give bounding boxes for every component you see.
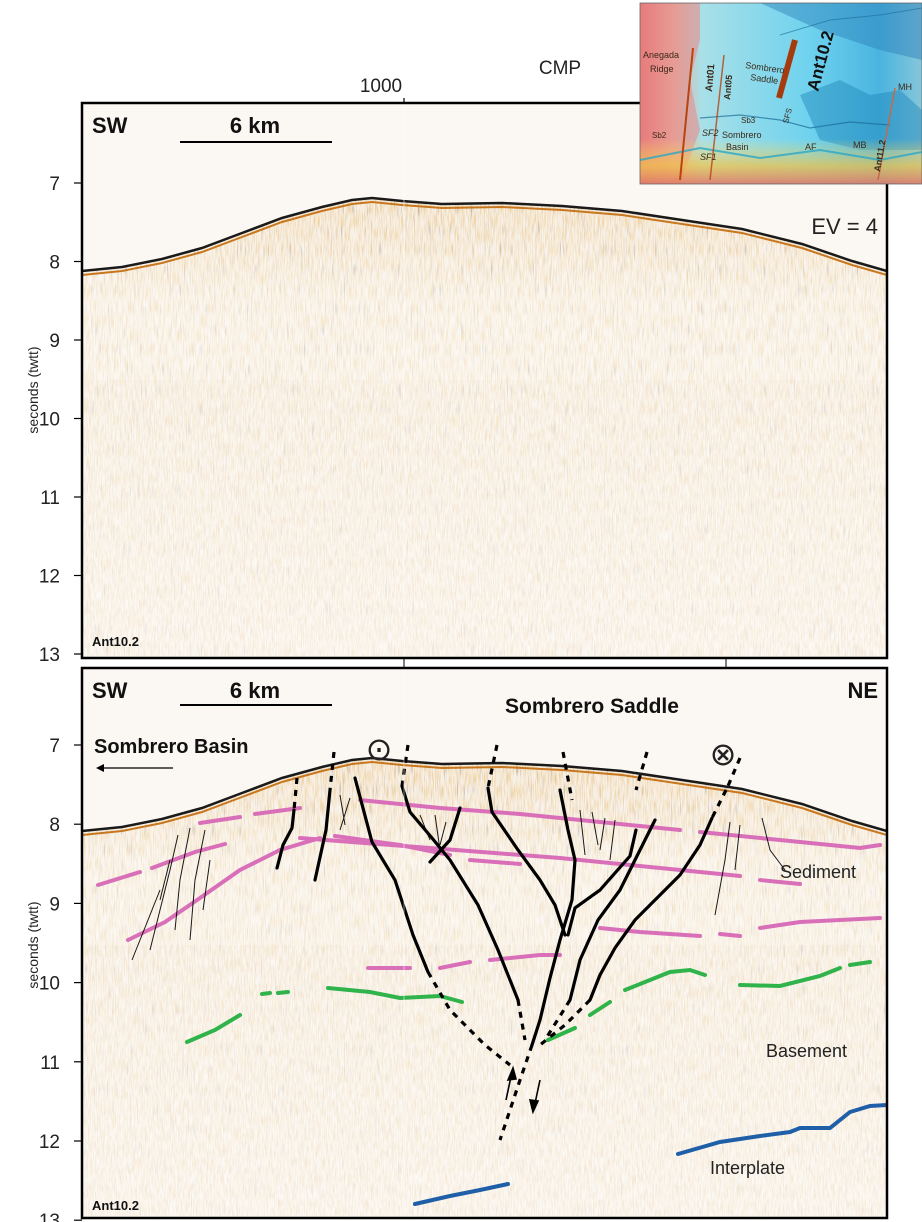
map-label-sb3: Sb3 (741, 116, 756, 125)
map-label-saddle: Saddle (750, 72, 779, 86)
y-tick-label: 13 (39, 645, 60, 666)
seafloor-reflector (82, 196, 887, 273)
y-tick-label: 7 (49, 174, 60, 195)
map-label-af: AF (805, 142, 817, 152)
map-line-ant102 (776, 39, 798, 99)
y-axis-label-top: seconds (twtt) (25, 346, 41, 433)
map-label-ridge: Ridge (650, 64, 674, 74)
interplate-label: Interplate (710, 1158, 785, 1178)
bottom-scale-label: 6 km (230, 678, 280, 703)
y-tick-label: 9 (49, 331, 60, 352)
shear-sense-arrows (505, 1065, 541, 1115)
map-label-mb: MB (853, 140, 867, 150)
top-scale-label: 6 km (230, 113, 280, 138)
cmp-axis-label: CMP (539, 58, 581, 79)
map-line-ant01 (679, 47, 694, 181)
bottom-sw-label: SW (92, 678, 128, 703)
ev-label: EV = 4 (811, 214, 878, 239)
bottom-panel-frame (80, 666, 889, 1220)
out-of-page-symbol: ⊙ (366, 731, 393, 767)
map-label-basin-1: Sombrero (722, 130, 762, 140)
sediment-horizons (96, 798, 882, 970)
y-tick-label: 12 (39, 1132, 60, 1153)
map-label-basin-2: Basin (726, 142, 749, 152)
map-line-ant05 (709, 54, 725, 181)
y-tick-label: 7 (49, 736, 60, 757)
y-tick-label: 10 (39, 974, 60, 995)
top-panel-frame (80, 101, 889, 660)
y-tick-label: 8 (49, 253, 60, 274)
y-tick-label: 9 (49, 894, 60, 915)
bottom-ne-label: NE (847, 678, 878, 703)
y-tick-label: 11 (40, 1053, 60, 1074)
y-tick-label: 10 (39, 410, 60, 431)
map-label-sfs: SFS (781, 107, 794, 124)
basement-horizon (185, 960, 872, 1044)
top-sw-label: SW (92, 113, 128, 138)
top-line-label: Ant10.2 (92, 634, 139, 649)
bottom-panel: SW NE 6 km Sombrero Saddle Sombrero Basi… (80, 658, 889, 1220)
map-label-ant01: Ant01 (704, 63, 717, 92)
y-tick-label: 11 (40, 488, 60, 509)
map-label-sf1: SF1 (700, 152, 717, 162)
y-tick-label: 8 (49, 815, 60, 836)
map-label-sb2: Sb2 (652, 131, 667, 140)
sediment-label: Sediment (780, 862, 856, 882)
map-label-mh: MH (898, 82, 912, 92)
map-line-ant112 (877, 87, 896, 181)
y-tick-label: 13 (39, 1211, 60, 1222)
into-page-symbol: ⊗ (710, 736, 737, 772)
map-label-anegada: Anegada (643, 50, 679, 60)
y-ticks-bottom: 7 8 9 10 11 12 13 (39, 736, 82, 1222)
basement-label: Basement (766, 1041, 847, 1061)
fault-lines-dashed (292, 744, 742, 1141)
bottom-line-label: Ant10.2 (92, 1198, 139, 1213)
fault-lines (275, 776, 714, 1047)
inset-map: Anegada Ridge Ant01 Ant05 Sombrero Saddl… (639, 2, 922, 185)
basin-arrowhead (96, 764, 104, 772)
map-label-ant05: Ant05 (722, 74, 734, 100)
y-axis-label-bottom: seconds (twtt) (25, 901, 41, 988)
top-panel: SW 6 km Ant10.2 EV = 4 (80, 101, 889, 660)
seafloor-reflector (82, 756, 887, 833)
y-ticks-top: 7 8 9 10 11 12 13 (39, 174, 82, 666)
y-tick-label: 12 (39, 567, 60, 588)
interplate-horizon (413, 1103, 887, 1206)
inset-map-frame (639, 2, 922, 185)
sombrero-basin-label: Sombrero Basin (94, 736, 248, 758)
sombrero-saddle-title: Sombrero Saddle (505, 695, 679, 718)
minor-fractures (131, 794, 786, 961)
cmp-tick-label: 1000 (360, 76, 402, 97)
map-label-sf2: SF2 (702, 128, 719, 138)
